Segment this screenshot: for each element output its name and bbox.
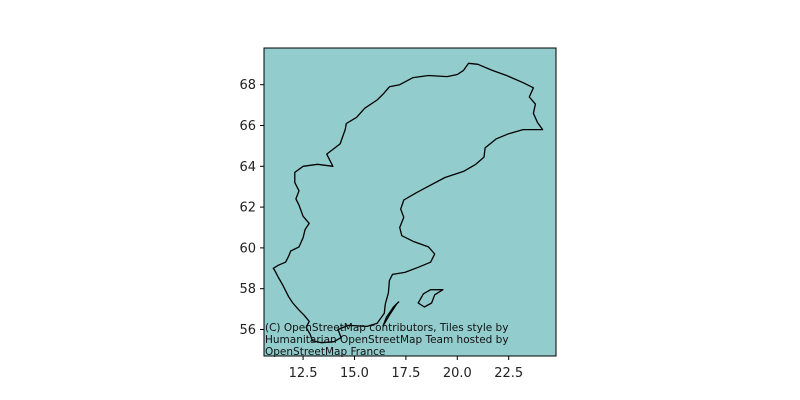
map-outlines — [272, 62, 544, 344]
y-tick-label: 62 — [239, 201, 256, 216]
attribution-line-1: (C) OpenStreetMap contributors, Tiles st… — [265, 322, 508, 334]
x-tick-label: 15.0 — [340, 366, 369, 381]
x-tick-label: 17.5 — [391, 366, 420, 381]
y-tick-label: 68 — [239, 78, 256, 93]
map-water-background — [264, 48, 556, 356]
y-axis: 56 58 60 62 64 66 68 — [239, 78, 264, 338]
attribution-line-2: Humanitarian OpenStreetMap Team hosted b… — [265, 334, 509, 346]
x-tick-label: 22.5 — [494, 366, 523, 381]
gotland-island-outline — [417, 289, 444, 308]
y-tick-label: 64 — [239, 160, 256, 175]
y-tick-label: 60 — [239, 241, 256, 256]
x-tick-label: 12.5 — [289, 366, 318, 381]
x-tick-label: 20.0 — [443, 366, 472, 381]
y-tick-label: 66 — [239, 119, 256, 134]
attribution: (C) OpenStreetMap contributors, Tiles st… — [265, 322, 509, 358]
x-axis: 12.5 15.0 17.5 20.0 22.5 — [289, 356, 523, 381]
sweden-mainland-outline — [272, 62, 544, 344]
y-tick-label: 56 — [239, 323, 256, 338]
map-frame — [263, 47, 557, 357]
attribution-line-3: OpenStreetMap France — [265, 346, 385, 358]
y-tick-label: 58 — [239, 282, 256, 297]
oland-island-outline — [382, 301, 400, 327]
